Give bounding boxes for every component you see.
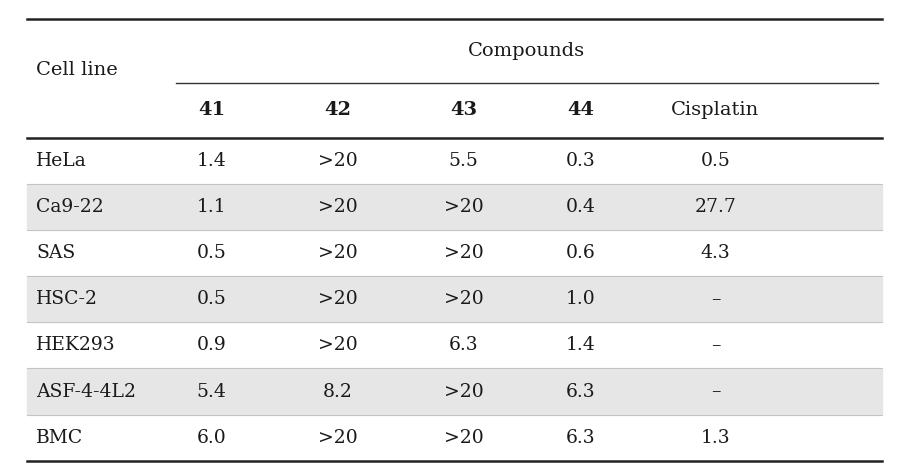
Text: SAS: SAS xyxy=(36,244,76,262)
Text: 6.3: 6.3 xyxy=(566,428,595,446)
Text: 0.6: 0.6 xyxy=(565,244,596,262)
Bar xyxy=(27,276,882,323)
Text: 5.4: 5.4 xyxy=(196,382,227,400)
Text: 1.1: 1.1 xyxy=(197,198,226,216)
Text: >20: >20 xyxy=(444,428,483,446)
Text: Compounds: Compounds xyxy=(468,42,585,60)
Text: 1.4: 1.4 xyxy=(196,152,227,170)
Text: 4.3: 4.3 xyxy=(700,244,731,262)
Text: 0.5: 0.5 xyxy=(700,152,731,170)
Text: 42: 42 xyxy=(324,102,351,119)
Text: >20: >20 xyxy=(318,244,357,262)
Text: Ca9-22: Ca9-22 xyxy=(36,198,104,216)
Text: >20: >20 xyxy=(318,290,357,308)
Text: 6.3: 6.3 xyxy=(449,336,478,354)
Text: >20: >20 xyxy=(318,428,357,446)
Text: >20: >20 xyxy=(444,244,483,262)
Text: 1.4: 1.4 xyxy=(565,336,596,354)
Text: 0.5: 0.5 xyxy=(196,244,227,262)
Text: –: – xyxy=(711,382,720,400)
Text: >20: >20 xyxy=(444,382,483,400)
Text: 0.4: 0.4 xyxy=(565,198,596,216)
Text: 43: 43 xyxy=(450,102,477,119)
Text: Cisplatin: Cisplatin xyxy=(671,102,760,119)
Text: 6.3: 6.3 xyxy=(566,382,595,400)
Text: 8.2: 8.2 xyxy=(322,382,353,400)
Text: HSC-2: HSC-2 xyxy=(36,290,98,308)
Text: 0.9: 0.9 xyxy=(196,336,227,354)
Text: 5.5: 5.5 xyxy=(448,152,479,170)
Text: –: – xyxy=(711,290,720,308)
Text: >20: >20 xyxy=(444,198,483,216)
Text: Cell line: Cell line xyxy=(36,61,118,79)
Text: 0.3: 0.3 xyxy=(565,152,596,170)
Text: BMC: BMC xyxy=(36,428,83,446)
Text: ASF-4-4L2: ASF-4-4L2 xyxy=(36,382,136,400)
Text: >20: >20 xyxy=(318,152,357,170)
Text: 6.0: 6.0 xyxy=(196,428,227,446)
Bar xyxy=(27,184,882,230)
Text: 1.3: 1.3 xyxy=(701,428,730,446)
Text: HeLa: HeLa xyxy=(36,152,86,170)
Text: >20: >20 xyxy=(444,290,483,308)
Bar xyxy=(27,369,882,415)
Text: HEK293: HEK293 xyxy=(36,336,115,354)
Text: –: – xyxy=(711,336,720,354)
Text: >20: >20 xyxy=(318,336,357,354)
Text: 1.0: 1.0 xyxy=(565,290,596,308)
Text: 44: 44 xyxy=(567,102,594,119)
Text: 0.5: 0.5 xyxy=(196,290,227,308)
Text: 41: 41 xyxy=(198,102,225,119)
Text: 27.7: 27.7 xyxy=(695,198,736,216)
Text: >20: >20 xyxy=(318,198,357,216)
